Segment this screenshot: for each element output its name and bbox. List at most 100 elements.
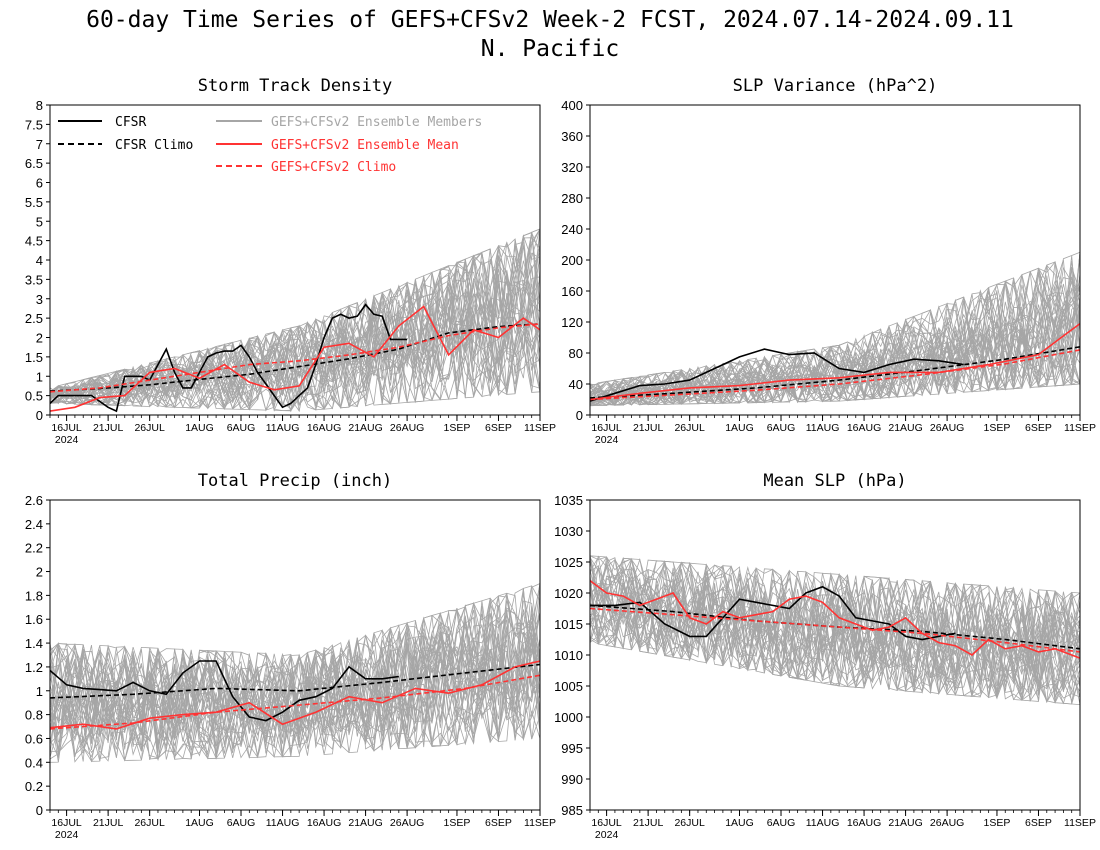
x-tick-label: 1SEP — [984, 817, 1011, 829]
member-line — [590, 588, 1080, 702]
y-tick-label: 2 — [36, 331, 43, 346]
series-gefs-cfsv2-ensemble-mean — [590, 322, 1080, 401]
legend-climo: GEFS+CFSv2 Climo — [271, 160, 396, 175]
x-tick-label: 26AUG — [390, 422, 424, 434]
member-line — [50, 585, 540, 731]
y-tick-label: 0.5 — [25, 389, 43, 404]
members-group — [50, 228, 540, 413]
member-line — [50, 586, 540, 748]
y-tick-label: 360 — [561, 129, 583, 144]
y-tick-label: 3.5 — [25, 272, 43, 287]
x-tick-label: 16AUG — [847, 817, 881, 829]
member-line — [590, 295, 1080, 406]
x-tick-label: 11AUG — [266, 422, 300, 434]
x-tick-label: 16AUG — [847, 422, 881, 434]
member-line — [50, 649, 540, 760]
y-tick-label: 1015 — [554, 617, 583, 632]
x-tick-label: 26JUL — [674, 817, 705, 829]
x-tick-label: 6SEP — [1025, 817, 1052, 829]
x-tick-label: 16JUL — [51, 817, 82, 829]
member-line — [590, 585, 1080, 701]
y-tick-label: 1010 — [554, 648, 583, 663]
y-tick-label: 2.5 — [25, 311, 43, 326]
member-line — [50, 585, 540, 724]
member-line — [50, 632, 540, 761]
series-cfsr-climo — [50, 663, 540, 699]
member-line — [50, 228, 540, 394]
member-line — [50, 268, 540, 408]
y-tick-label: 0.6 — [25, 731, 43, 746]
y-tick-label: 6 — [36, 176, 43, 191]
x-tick-label: 21JUL — [633, 422, 664, 434]
x-tick-label: 21AUG — [348, 422, 382, 434]
series-gefs-cfsv2-climo — [590, 349, 1080, 401]
x-tick-label: 21JUL — [633, 817, 664, 829]
y-tick-label: 0.4 — [25, 755, 43, 770]
y-tick-label: 320 — [561, 160, 583, 175]
y-tick-label: 0.2 — [25, 779, 43, 794]
y-tick-label: 120 — [561, 315, 583, 330]
x-tick-label: 21JUL — [93, 422, 124, 434]
x-tick-label: 26AUG — [390, 817, 424, 829]
members-group — [590, 251, 1080, 407]
members-group — [590, 555, 1080, 705]
main-subtitle: N. Pacific — [481, 36, 619, 62]
y-tick-label: 985 — [561, 803, 583, 818]
x-tick-label: 6AUG — [767, 817, 796, 829]
x-tick-label: 1SEP — [984, 422, 1011, 434]
member-line — [590, 304, 1080, 406]
member-line — [50, 639, 540, 763]
y-tick-label: 7.5 — [25, 117, 43, 132]
y-tick-label: 0.8 — [25, 708, 43, 723]
x-tick-label: 26AUG — [930, 817, 964, 829]
y-tick-label: 995 — [561, 741, 583, 756]
y-tick-label: 990 — [561, 772, 583, 787]
x-tick-label: 16AUG — [307, 817, 341, 829]
y-tick-label: 3 — [36, 292, 43, 307]
x-year-label: 2024 — [55, 434, 79, 446]
member-line — [590, 596, 1080, 705]
series-group — [50, 660, 540, 730]
x-tick-label: 16AUG — [307, 422, 341, 434]
y-tick-label: 240 — [561, 222, 583, 237]
panel-3: 0 0.2 0.4 0.6 0.8 1 1.2 1.4 1.6 1.8 2 2.2 2.4 2.6 16JU… — [25, 471, 556, 841]
y-tick-label: 1 — [36, 369, 43, 384]
y-tick-label: 0 — [576, 408, 583, 423]
panel-2: 0 40 80 120 160 200 240 280 320 360 400 16JUL 21JUL 2… — [561, 76, 1096, 446]
member-line — [590, 307, 1080, 406]
y-tick-label: 160 — [561, 284, 583, 299]
y-tick-label: 2.2 — [25, 541, 43, 556]
y-tick-label: 1005 — [554, 679, 583, 694]
x-tick-label: 16JUL — [591, 422, 622, 434]
x-tick-label: 1AUG — [725, 422, 754, 434]
legend: CFSR CFSR Climo GEFS+CFSv2 Ensemble Memb… — [58, 115, 482, 175]
series-cfsr-climo — [50, 323, 540, 392]
y-tick-label: 280 — [561, 191, 583, 206]
member-line — [50, 231, 540, 398]
y-tick-label: 5 — [36, 214, 43, 229]
panel-1: 0 0.5 1 1.5 2 2.5 3 3.5 4 4.5 5 5.5 6 6.5 7 7.5 8 16JUL 21… — [25, 76, 556, 446]
y-tick-label: 1.5 — [25, 350, 43, 365]
y-tick-label: 8 — [36, 98, 43, 113]
series-cfsr — [50, 303, 408, 413]
x-tick-label: 6SEP — [1025, 422, 1052, 434]
series-gefs-cfsv2-climo — [590, 607, 1080, 653]
x-tick-label: 16JUL — [51, 422, 82, 434]
x-tick-label: 6AUG — [767, 422, 796, 434]
series-cfsr-climo — [590, 346, 1080, 399]
series-gefs-cfsv2-ensemble-mean — [590, 579, 1080, 659]
member-line — [50, 595, 540, 716]
y-tick-label: 2.6 — [25, 493, 43, 508]
panel-title: Total Precip (inch) — [198, 471, 392, 491]
x-tick-label: 11SEP — [524, 817, 556, 829]
series-gefs-cfsv2-ensemble-mean — [50, 305, 540, 412]
x-tick-label: 11SEP — [524, 422, 556, 434]
x-tick-label: 11SEP — [1064, 422, 1096, 434]
x-tick-label: 6SEP — [485, 422, 512, 434]
x-tick-label: 6SEP — [485, 817, 512, 829]
series-gefs-cfsv2-climo — [50, 674, 540, 730]
y-tick-label: 400 — [561, 98, 583, 113]
member-line — [50, 269, 540, 405]
